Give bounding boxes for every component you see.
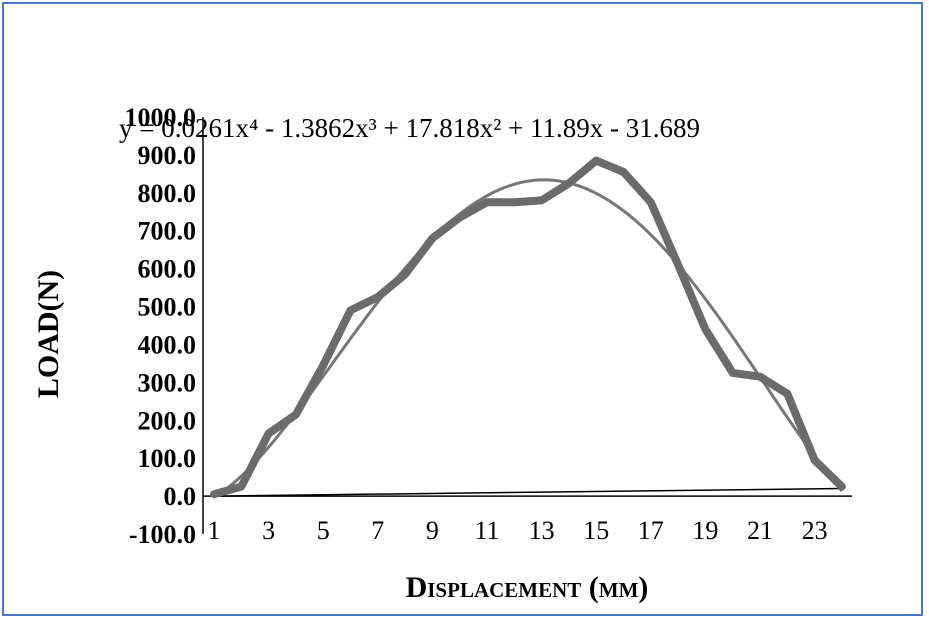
y-tick-label: 100.0 xyxy=(138,444,197,473)
x-tick-label: 21 xyxy=(747,516,773,545)
x-tick-label: 19 xyxy=(692,516,718,545)
x-tick-label: 11 xyxy=(474,516,499,545)
y-tick-label: 300.0 xyxy=(138,368,197,397)
y-tick-label: 500.0 xyxy=(138,293,197,322)
x-tick-label: 1 xyxy=(208,516,221,545)
baseline-series-line xyxy=(213,487,842,497)
y-tick-label: 200.0 xyxy=(138,406,197,435)
x-tick-label: 7 xyxy=(371,516,384,545)
x-tick-label: 13 xyxy=(529,516,555,545)
y-tick-labels: -100.0 0.0 100.0 200.0 300.0 400.0 500.0 600.0 7… xyxy=(125,103,197,549)
y-tick-label: 700.0 xyxy=(138,217,197,246)
y-tick-label: 600.0 xyxy=(138,255,197,284)
y-tick-label: 400.0 xyxy=(138,330,197,359)
trendline-equation: y = 0.0261x⁴ - 1.3862x³ + 17.818x² + 11.… xyxy=(119,113,700,143)
y-tick-label: 900.0 xyxy=(138,141,197,170)
x-tick-label: 23 xyxy=(802,516,828,545)
x-tick-label: 15 xyxy=(583,516,609,545)
x-tick-label: 17 xyxy=(638,516,664,545)
x-tick-label: 3 xyxy=(262,516,275,545)
polynomial-trendline xyxy=(213,178,844,499)
chart-frame xyxy=(2,2,923,616)
y-axis-title: LOAD(N) xyxy=(32,270,65,398)
y-tick-label: 0.0 xyxy=(164,482,197,511)
load-series-line xyxy=(210,156,846,499)
x-tick-label: 9 xyxy=(426,516,439,545)
x-tick-label: 5 xyxy=(317,516,330,545)
x-axis-title: Displacement (mm) xyxy=(406,571,649,604)
y-tick-label: 800.0 xyxy=(138,179,197,208)
y-tick-label: -100.0 xyxy=(129,520,196,549)
y-tick-label: 1000.0 xyxy=(125,103,197,132)
x-tick-labels: 1 3 5 7 9 11 13 15 17 19 21 23 xyxy=(208,516,828,545)
